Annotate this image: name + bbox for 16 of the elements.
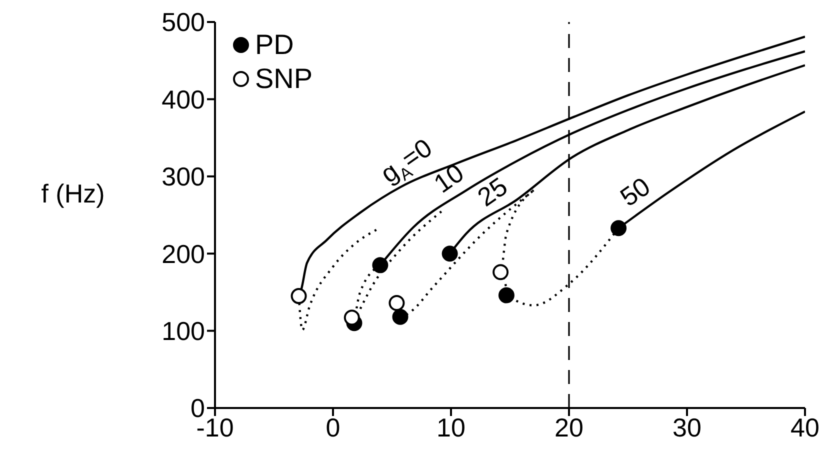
text: 10 [428, 158, 470, 199]
y-tick-label: 400 [162, 84, 205, 114]
x-tick-label: 40 [790, 412, 820, 442]
x-tick-label: 30 [672, 412, 702, 442]
text: 25 [472, 171, 513, 212]
x-tick-label: 0 [326, 412, 340, 442]
text: 50 [614, 171, 656, 212]
x-tick-label: 10 [436, 412, 466, 442]
y-tick-label: 200 [162, 238, 205, 269]
legend-label: PD [255, 28, 294, 62]
y-tick-label: 100 [162, 316, 205, 346]
y-axis-title: f (Hz) [41, 178, 105, 209]
legend-label: SNP [255, 62, 313, 96]
y-tick-label: 300 [162, 162, 205, 192]
x-tick-label: 20 [554, 412, 584, 442]
y-tick-label: 500 [162, 7, 205, 38]
